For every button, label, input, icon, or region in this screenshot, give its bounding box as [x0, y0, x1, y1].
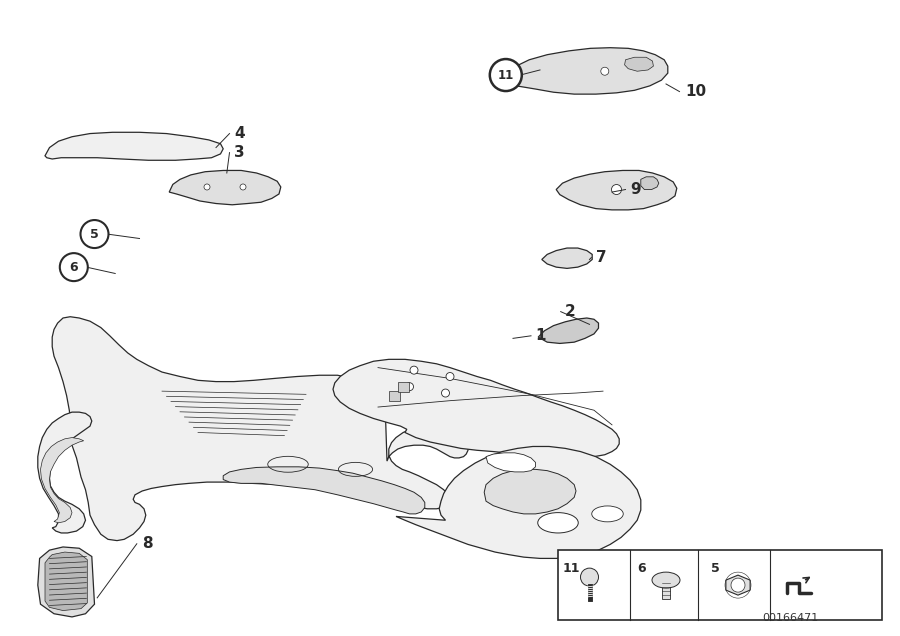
Polygon shape [38, 412, 92, 533]
Bar [662, 581, 670, 599]
Ellipse shape [58, 583, 73, 588]
Text: 11: 11 [498, 69, 514, 81]
Polygon shape [542, 248, 592, 268]
Text: 1: 1 [536, 328, 546, 343]
Text: 11: 11 [562, 562, 580, 574]
Polygon shape [396, 446, 641, 558]
Text: 6: 6 [637, 562, 646, 574]
Text: 10: 10 [686, 84, 706, 99]
Circle shape [611, 184, 622, 195]
Polygon shape [641, 177, 659, 190]
Text: 4: 4 [234, 126, 245, 141]
Circle shape [490, 59, 522, 91]
Ellipse shape [58, 575, 73, 581]
Polygon shape [169, 170, 281, 205]
Ellipse shape [59, 591, 72, 597]
Polygon shape [40, 438, 84, 523]
Circle shape [446, 373, 454, 380]
Text: 5: 5 [90, 228, 99, 240]
Circle shape [204, 184, 210, 190]
Circle shape [80, 220, 109, 248]
Ellipse shape [652, 572, 680, 588]
Polygon shape [484, 469, 576, 514]
Polygon shape [486, 453, 536, 472]
Bar [558, 550, 882, 620]
Text: 9: 9 [630, 182, 641, 197]
Ellipse shape [58, 567, 74, 572]
Ellipse shape [538, 513, 578, 533]
Polygon shape [333, 359, 619, 458]
Text: 8: 8 [142, 536, 153, 551]
Circle shape [580, 568, 598, 586]
Ellipse shape [592, 506, 623, 522]
Polygon shape [223, 467, 425, 514]
Text: 3: 3 [234, 145, 245, 160]
Circle shape [410, 366, 418, 374]
Polygon shape [45, 132, 223, 160]
Circle shape [442, 389, 449, 397]
Polygon shape [538, 318, 598, 343]
Circle shape [240, 184, 246, 190]
Text: 2: 2 [565, 304, 576, 319]
Circle shape [731, 578, 745, 592]
Text: 6: 6 [69, 261, 78, 273]
Polygon shape [726, 575, 750, 595]
Circle shape [406, 383, 413, 391]
Polygon shape [625, 57, 653, 71]
Polygon shape [52, 317, 468, 541]
Circle shape [59, 253, 88, 281]
Polygon shape [45, 552, 87, 611]
Circle shape [601, 67, 608, 75]
Polygon shape [38, 547, 94, 617]
Polygon shape [502, 48, 668, 94]
Polygon shape [556, 170, 677, 210]
Bar [389, 391, 400, 401]
Bar [398, 382, 409, 392]
Text: 7: 7 [596, 250, 607, 265]
Text: 00166471: 00166471 [762, 613, 818, 623]
Text: 5: 5 [711, 562, 720, 574]
